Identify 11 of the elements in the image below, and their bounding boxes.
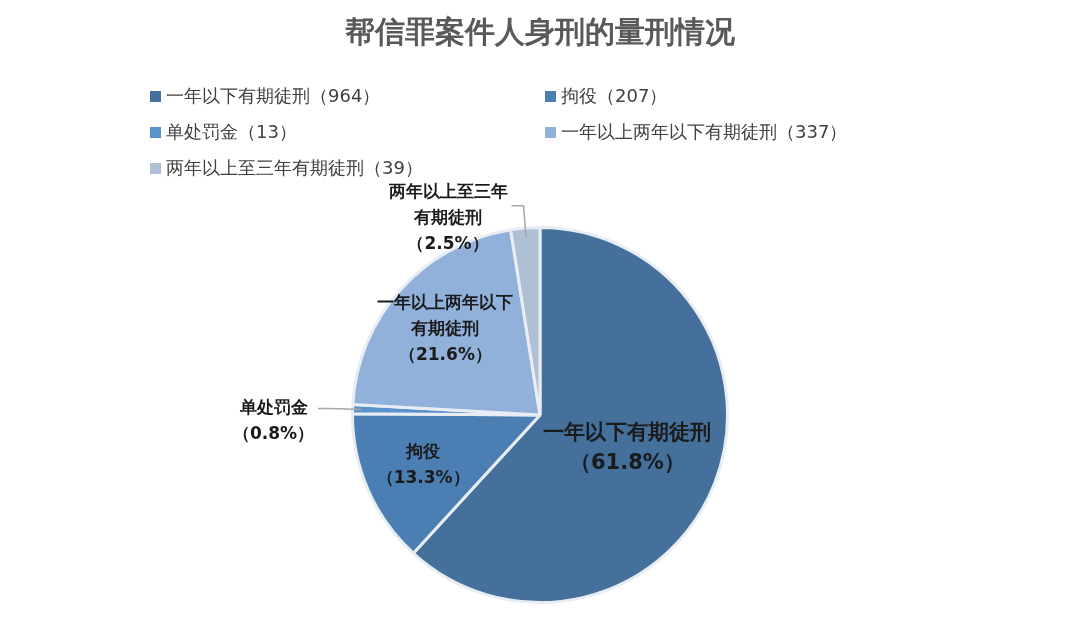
legend-label: 拘役（207）: [561, 84, 668, 108]
data-label: 拘役（13.3%）: [376, 441, 470, 488]
data-label: 两年以上至三年有期徒刑（2.5%）: [387, 181, 508, 254]
legend-label: 单处罚金（13）: [166, 120, 297, 144]
legend-label: 一年以上两年以下有期徒刑（337）: [561, 120, 848, 144]
data-label: 一年以下有期徒刑（61.8%）: [543, 420, 712, 475]
legend-label: 两年以上至三年有期徒刑（39）: [166, 156, 423, 180]
chart-title: 帮信罪案件人身刑的量刑情况: [344, 13, 736, 51]
legend-label: 一年以下有期徒刑（964）: [166, 84, 381, 108]
data-label: 一年以上两年以下有期徒刑（21.6%）: [377, 291, 514, 364]
data-label: 单处罚金（0.8%）: [232, 396, 315, 443]
